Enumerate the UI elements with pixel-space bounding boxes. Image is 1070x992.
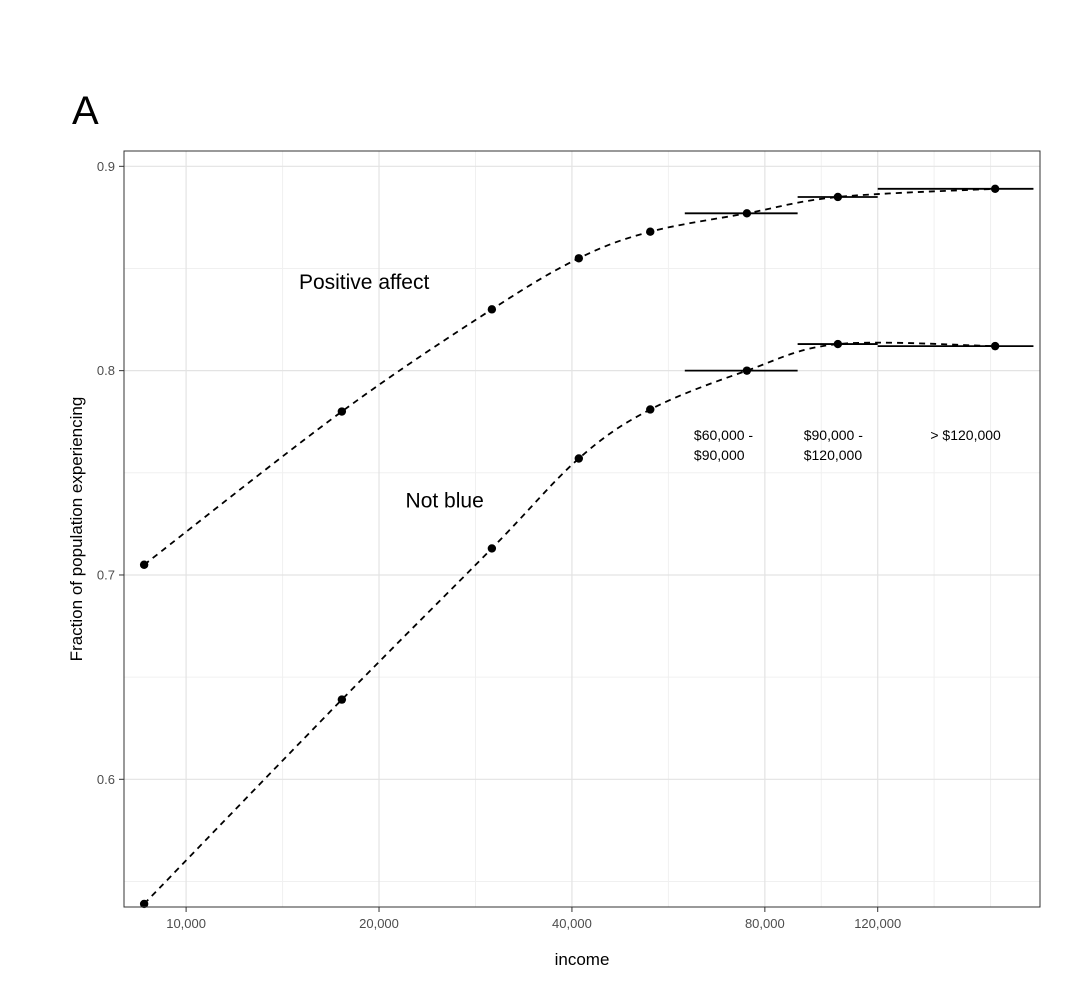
plot-border	[123, 150, 1041, 908]
data-point-not-blue	[139, 899, 149, 909]
panel-label: A	[72, 89, 99, 133]
data-point-not-blue	[574, 454, 584, 463]
data-point-not-blue	[833, 339, 843, 349]
data-point-positive-affect	[742, 209, 752, 218]
income-bracket-segments	[684, 187, 1034, 372]
annotations: Positive affect Not blue $60,000 -$90,000 $…	[299, 271, 1001, 513]
data-point-not-blue	[646, 405, 655, 414]
data-point-positive-affect	[574, 254, 584, 263]
series-lines	[143, 187, 996, 905]
series-line-not-blue	[143, 341, 996, 905]
data-point-positive-affect	[646, 227, 655, 236]
y-tick-label: 0.6	[97, 772, 115, 787]
data-point-not-blue	[487, 544, 497, 553]
positive-affect-label: Positive affect	[299, 271, 430, 294]
y-tick-label: 0.9	[97, 159, 115, 174]
x-axis-title: income	[555, 950, 610, 969]
data-points	[139, 184, 1000, 909]
data-point-not-blue	[742, 366, 752, 375]
axis-ticks: 10,000 20,000 40,000 80,000 120,000 0.6 0.7 0.8…	[97, 159, 901, 931]
bracket-120-plus-label: > $120,000	[930, 427, 1001, 443]
data-point-positive-affect	[833, 192, 843, 202]
data-point-not-blue	[337, 695, 347, 704]
y-tick-label: 0.8	[97, 363, 115, 378]
data-point-positive-affect	[337, 407, 347, 416]
x-tick-label: 20,000	[359, 916, 399, 931]
y-axis-title: Fraction of population experiencing	[67, 397, 86, 662]
x-tick-label: 10,000	[166, 916, 206, 931]
data-point-positive-affect	[139, 560, 149, 569]
bracket-90-120-label: $90,000 -$120,000	[804, 427, 863, 463]
x-tick-label: 80,000	[745, 916, 785, 931]
x-tick-label: 120,000	[854, 916, 901, 931]
x-tick-label: 40,000	[552, 916, 592, 931]
not-blue-label: Not blue	[406, 490, 484, 513]
data-point-positive-affect	[990, 184, 1000, 193]
grid	[124, 151, 1040, 907]
bracket-60-90-label: $60,000 -$90,000	[694, 427, 753, 463]
series-line-positive-affect	[143, 187, 996, 566]
y-tick-label: 0.7	[97, 567, 115, 582]
data-point-positive-affect	[487, 305, 497, 314]
data-point-not-blue	[990, 341, 1000, 351]
